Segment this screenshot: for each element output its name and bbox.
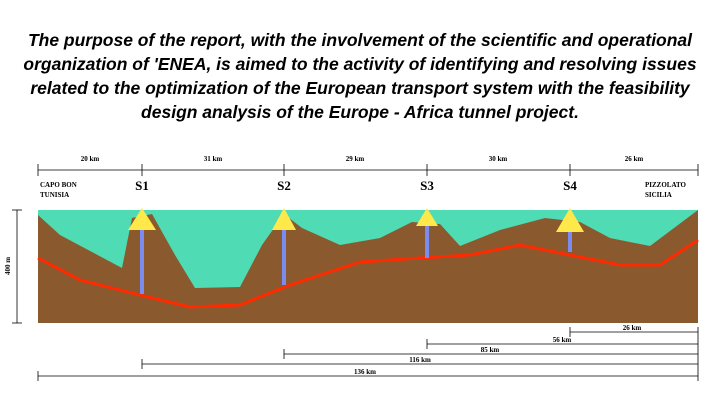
segment-label: 20 km — [81, 155, 100, 163]
title-line: design analysis of the Europe - Africa t… — [141, 102, 579, 122]
title-line: related to the optimization of the Europ… — [30, 78, 690, 98]
endpoint-label: CAPO BON — [40, 181, 77, 189]
tunnel — [37, 238, 699, 309]
segment-label: 29 km — [346, 155, 365, 163]
station-label: S2 — [277, 178, 291, 193]
title-line: The purpose of the report, with the invo… — [27, 30, 693, 50]
station-label: S4 — [563, 178, 577, 193]
cumulative-label: 136 km — [354, 368, 376, 376]
cumulative-label: 26 km — [623, 324, 642, 332]
endpoint-label: SICILIA — [645, 191, 672, 199]
station-markers — [128, 208, 584, 232]
cumulative-label: 85 km — [481, 346, 500, 354]
cumulative-label: 116 km — [409, 356, 431, 364]
segment-label: 30 km — [489, 155, 508, 163]
depth-label: 400 m — [4, 257, 12, 275]
seabed — [38, 210, 698, 323]
dimension-lines — [12, 164, 699, 381]
station-label: S1 — [135, 178, 149, 193]
cumulative-label: 56 km — [553, 336, 572, 344]
station-label: S3 — [420, 178, 434, 193]
endpoint-label: PIZZOLATO — [645, 181, 687, 189]
title-line: organization of 'ENEA, is aimed to the a… — [23, 54, 697, 74]
shafts — [140, 225, 572, 294]
segment-label: 26 km — [625, 155, 644, 163]
segment-label: 31 km — [204, 155, 223, 163]
endpoint-label: TUNISIA — [40, 191, 69, 199]
